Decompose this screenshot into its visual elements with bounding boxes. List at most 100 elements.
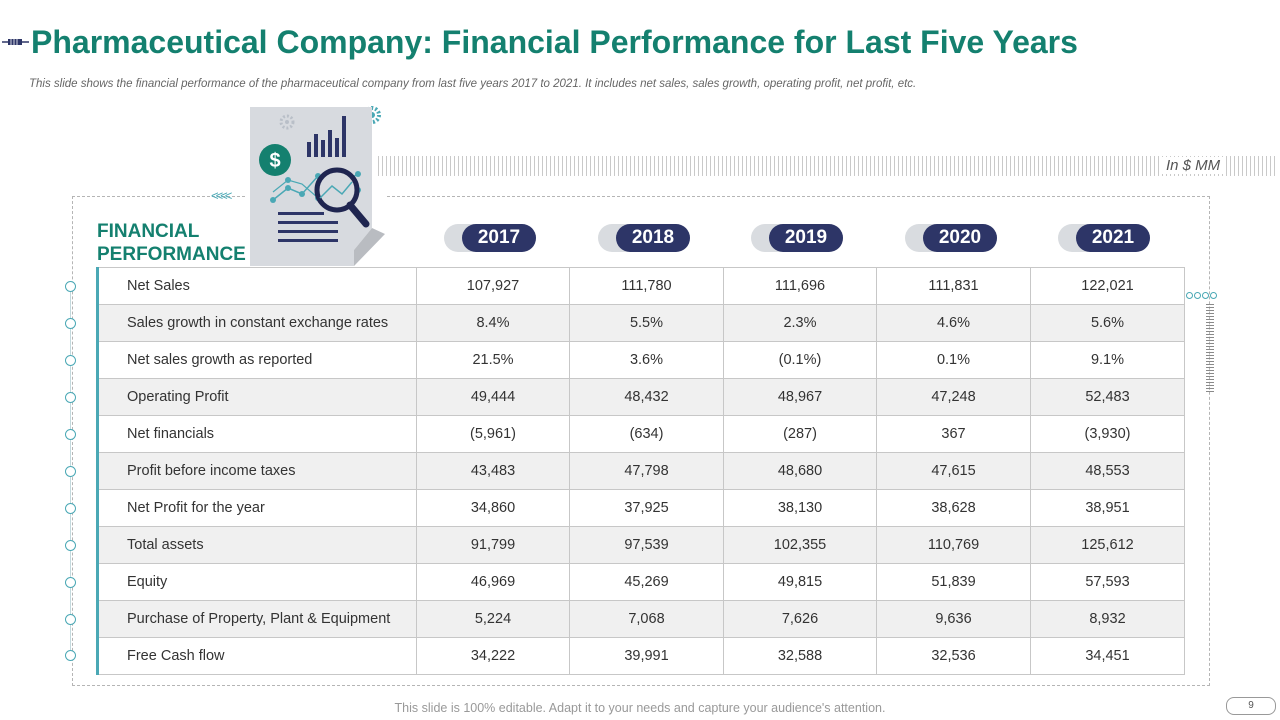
row-bullet: [65, 355, 76, 366]
table-row: Net financials (5,961) (634) (287) 367 (…: [96, 415, 1185, 453]
year-label: 2018: [616, 224, 690, 252]
row-label: Net Profit for the year: [96, 489, 417, 527]
cell-2019: 7,626: [723, 600, 877, 638]
cell-2020: 32,536: [876, 637, 1031, 675]
row-label: Net sales growth as reported: [96, 341, 417, 379]
year-label: 2020: [923, 224, 997, 252]
row-bullet: [65, 281, 76, 292]
cell-2017: 21.5%: [416, 341, 570, 379]
table-row: Net sales growth as reported 21.5% 3.6% …: [96, 341, 1185, 379]
cell-2021: 34,451: [1030, 637, 1185, 675]
content-frame: [72, 196, 1210, 686]
cell-2021: 8,932: [1030, 600, 1185, 638]
page-number: 9: [1226, 697, 1276, 715]
row-bullet: [65, 429, 76, 440]
dots-decoration: [1186, 292, 1217, 299]
cell-2019: 48,967: [723, 378, 877, 416]
cell-2017: 34,860: [416, 489, 570, 527]
gear-icon-small: [279, 114, 295, 130]
cell-2017: 107,927: [416, 267, 570, 305]
cell-2018: 47,798: [569, 452, 724, 490]
year-label: 2019: [769, 224, 843, 252]
cell-2020: 4.6%: [876, 304, 1031, 342]
year-label: 2021: [1076, 224, 1150, 252]
row-bullet: [65, 650, 76, 661]
table-row: Equity 46,969 45,269 49,815 51,839 57,59…: [96, 563, 1185, 601]
cell-2017: 91,799: [416, 526, 570, 564]
cell-2017: 46,969: [416, 563, 570, 601]
row-label: Total assets: [96, 526, 417, 564]
table-row: Purchase of Property, Plant & Equipment …: [96, 600, 1185, 638]
table-row: Free Cash flow 34,222 39,991 32,588 32,5…: [96, 637, 1185, 675]
cell-2018: 5.5%: [569, 304, 724, 342]
cell-2020: 110,769: [876, 526, 1031, 564]
row-bullet: [65, 540, 76, 551]
table-row: Operating Profit 49,444 48,432 48,967 47…: [96, 378, 1185, 416]
cell-2017: 5,224: [416, 600, 570, 638]
cell-2017: 49,444: [416, 378, 570, 416]
year-pill: 2017: [444, 224, 536, 252]
row-bullet: [65, 577, 76, 588]
year-pill: 2019: [751, 224, 843, 252]
cell-2018: 3.6%: [569, 341, 724, 379]
vertical-hatch-decoration: [1206, 304, 1214, 392]
footer-note: This slide is 100% editable. Adapt it to…: [394, 701, 886, 715]
cell-2021: 52,483: [1030, 378, 1185, 416]
svg-text:$: $: [269, 150, 280, 172]
cell-2021: 9.1%: [1030, 341, 1185, 379]
cell-2018: 45,269: [569, 563, 724, 601]
cell-2018: 37,925: [569, 489, 724, 527]
cell-2021: (3,930): [1030, 415, 1185, 453]
table-row: Net Profit for the year 34,860 37,925 38…: [96, 489, 1185, 527]
cell-2020: 111,831: [876, 267, 1031, 305]
cell-2017: (5,961): [416, 415, 570, 453]
cell-2018: 48,432: [569, 378, 724, 416]
cell-2019: 49,815: [723, 563, 877, 601]
cell-2017: 34,222: [416, 637, 570, 675]
magnifier-icon: [314, 167, 370, 228]
cell-2018: 7,068: [569, 600, 724, 638]
row-label: Equity: [96, 563, 417, 601]
cell-2020: 47,615: [876, 452, 1031, 490]
cell-2019: 2.3%: [723, 304, 877, 342]
cell-2019: 32,588: [723, 637, 877, 675]
row-bullet: [65, 614, 76, 625]
table-row: Sales growth in constant exchange rates …: [96, 304, 1185, 342]
cell-2021: 5.6%: [1030, 304, 1185, 342]
financial-table: Net Sales 107,927 111,780 111,696 111,83…: [96, 267, 1185, 675]
chevrons-left-icon: <<<<: [211, 188, 232, 203]
dollar-icon: $: [259, 144, 291, 176]
table-row: Profit before income taxes 43,483 47,798…: [96, 452, 1185, 490]
cell-2021: 38,951: [1030, 489, 1185, 527]
row-label: Purchase of Property, Plant & Equipment: [96, 600, 417, 638]
row-label: Operating Profit: [96, 378, 417, 416]
row-label: Free Cash flow: [96, 637, 417, 675]
hatch-decoration: [378, 156, 1278, 176]
table-row: Total assets 91,799 97,539 102,355 110,7…: [96, 526, 1185, 564]
cell-2021: 57,593: [1030, 563, 1185, 601]
cell-2018: 39,991: [569, 637, 724, 675]
cell-2018: 111,780: [569, 267, 724, 305]
cell-2021: 125,612: [1030, 526, 1185, 564]
cell-2019: 48,680: [723, 452, 877, 490]
year-pill: 2018: [598, 224, 690, 252]
page-title: Pharmaceutical Company: Financial Perfor…: [31, 24, 1078, 60]
cell-2021: 122,021: [1030, 267, 1185, 305]
table-row: Net Sales 107,927 111,780 111,696 111,83…: [96, 267, 1185, 305]
row-bullet: [65, 318, 76, 329]
cell-2020: 0.1%: [876, 341, 1031, 379]
year-label: 2017: [462, 224, 536, 252]
syringe-icon: [2, 39, 29, 45]
row-label: Net Sales: [96, 267, 417, 305]
row-bullet: [65, 466, 76, 477]
row-bullet: [65, 503, 76, 514]
row-label: Net financials: [96, 415, 417, 453]
cell-2019: 102,355: [723, 526, 877, 564]
cell-2018: (634): [569, 415, 724, 453]
cell-2019: (0.1%): [723, 341, 877, 379]
report-illustration: $: [250, 106, 385, 266]
cell-2019: 38,130: [723, 489, 877, 527]
cell-2018: 97,539: [569, 526, 724, 564]
cell-2020: 51,839: [876, 563, 1031, 601]
row-label: Sales growth in constant exchange rates: [96, 304, 417, 342]
